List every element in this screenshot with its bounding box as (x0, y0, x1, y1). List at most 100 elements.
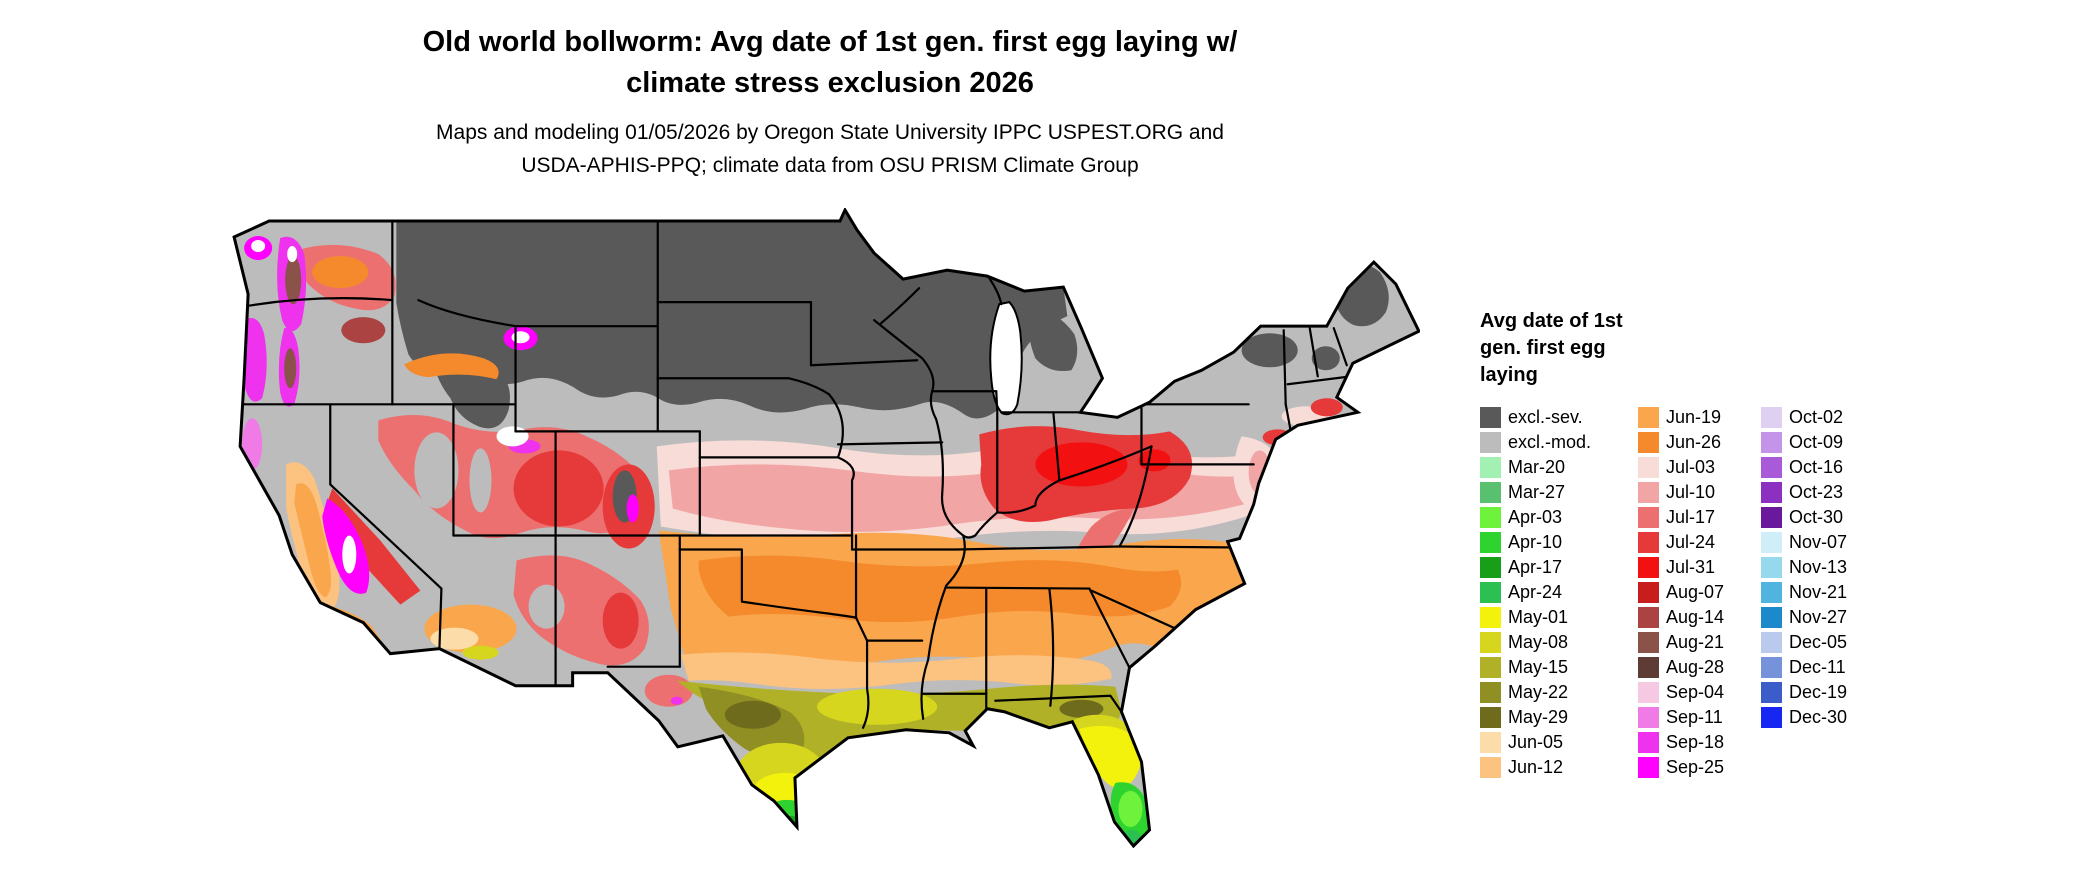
legend-color-swatch (1480, 557, 1501, 578)
legend-entry-nov21: Nov-21 (1761, 580, 1847, 605)
legend-color-swatch (1480, 607, 1501, 628)
regions-south-june (644, 530, 1245, 707)
legend-color-swatch (1761, 607, 1782, 628)
legend-entry-dec05: Dec-05 (1761, 630, 1847, 655)
legend-entry-label: Mar-27 (1508, 482, 1566, 502)
legend-entry-label: Oct-16 (1789, 457, 1844, 477)
legend-entry-oct23: Oct-23 (1761, 480, 1847, 505)
legend-entry-may08: May-08 (1480, 630, 1638, 655)
legend-entry-label: Aug-21 (1666, 632, 1725, 652)
legend-entry-label: Apr-24 (1508, 582, 1563, 602)
legend-entry-label: Dec-30 (1789, 707, 1848, 727)
legend-entry-label: Sep-04 (1666, 682, 1725, 702)
legend-entry-label: Oct-23 (1789, 482, 1844, 502)
legend-color-swatch (1638, 532, 1659, 553)
legend-entry-sep18: Sep-18 (1638, 730, 1761, 755)
legend-color-swatch (1761, 432, 1782, 453)
legend-entry-label: Dec-19 (1789, 682, 1848, 702)
state-borders (242, 219, 1353, 729)
legend-color-swatch (1638, 657, 1659, 678)
legend-entry-sep25: Sep-25 (1638, 755, 1761, 780)
legend-entry-oct16: Oct-16 (1761, 455, 1847, 480)
legend-entry-label: May-22 (1508, 682, 1569, 702)
legend-color-swatch (1480, 407, 1501, 428)
legend-color-swatch (1761, 557, 1782, 578)
legend-entry-label: Jun-12 (1508, 757, 1564, 777)
legend-entry-jun05: Jun-05 (1480, 730, 1638, 755)
regions-south-may (676, 680, 1142, 817)
legend-entry-label: May-15 (1508, 657, 1569, 677)
legend-entry-apr03: Apr-03 (1480, 505, 1638, 530)
page-subtitle-line-2: USDA-APHIS-PPQ; climate data from OSU PR… (521, 153, 1139, 177)
legend-entry-label: Jun-05 (1508, 732, 1564, 752)
legend-color-swatch (1480, 482, 1501, 503)
legend-color-swatch (1480, 507, 1501, 528)
legend-entry-apr17: Apr-17 (1480, 555, 1638, 580)
legend-entry-label: Sep-11 (1666, 707, 1723, 727)
legend-entry-jun19: Jun-19 (1638, 405, 1761, 430)
legend-columns: excl.-sev. excl.-mod. Mar-20 Mar-27 Apr-03 Ap… (1480, 405, 2080, 780)
legend-entry-oct30: Oct-30 (1761, 505, 1847, 530)
legend-entry-may22: May-22 (1480, 680, 1638, 705)
legend-entry-jun12: Jun-12 (1480, 755, 1638, 780)
legend-entry-jul03: Jul-03 (1638, 455, 1761, 480)
legend-entry-label: Nov-21 (1789, 582, 1848, 602)
regions-far-south-april (763, 782, 1150, 846)
page-subtitle-line-1: Maps and modeling 01/05/2026 by Oregon S… (436, 121, 1224, 145)
legend-column-3: Oct-02 Oct-09 Oct-16 Oct-23 Oct-30 Nov-07 Nov-… (1761, 405, 1847, 730)
regions-west-mountain (242, 236, 655, 666)
legend-entry-label: Sep-18 (1666, 732, 1725, 752)
legend-color-swatch (1638, 732, 1659, 753)
legend-entry-label: Sep-25 (1666, 757, 1725, 777)
legend-entry-aug07: Aug-07 (1638, 580, 1761, 605)
legend-color-swatch (1638, 557, 1659, 578)
legend-color-swatch (1480, 432, 1501, 453)
legend-color-swatch (1761, 532, 1782, 553)
legend-entry-dec19: Dec-19 (1761, 680, 1847, 705)
legend-color-swatch (1638, 682, 1659, 703)
legend-entry-label: Jul-17 (1666, 507, 1716, 527)
legend-entry-label: Jul-03 (1666, 457, 1716, 477)
legend-color-swatch (1761, 657, 1782, 678)
legend-entry-label: Oct-09 (1789, 432, 1844, 452)
legend-entry-label: excl.-sev. (1508, 407, 1583, 427)
legend-entry-label: Aug-14 (1666, 607, 1725, 627)
legend-entry-apr24: Apr-24 (1480, 580, 1638, 605)
legend-entry-mar27: Mar-27 (1480, 480, 1638, 505)
legend-entry-nov07: Nov-07 (1761, 530, 1847, 555)
legend-color-swatch (1638, 707, 1659, 728)
legend-entry-oct02: Oct-02 (1761, 405, 1847, 430)
legend-entry-nov13: Nov-13 (1761, 555, 1847, 580)
legend-color-swatch (1638, 507, 1659, 528)
legend-color-swatch (1638, 407, 1659, 428)
legend-entry-label: Jul-10 (1666, 482, 1716, 502)
regions-midwest-july (656, 398, 1343, 577)
legend-entry-label: Jun-19 (1666, 407, 1722, 427)
legend-entry-may01: May-01 (1480, 605, 1638, 630)
legend-entry-aug21: Aug-21 (1638, 630, 1761, 655)
legend-entry-apr10: Apr-10 (1480, 530, 1638, 555)
legend-color-swatch (1761, 632, 1782, 653)
legend-color-swatch (1761, 582, 1782, 603)
legend-entry-label: Oct-02 (1789, 407, 1844, 427)
us-map (232, 208, 1420, 848)
legend-entry-label: May-01 (1508, 607, 1569, 627)
legend-color-swatch (1480, 657, 1501, 678)
legend-color-swatch (1480, 707, 1501, 728)
map-header: Old world bollworm: Avg date of 1st gen.… (0, 22, 1660, 182)
legend-entry-excl_mod: excl.-mod. (1480, 430, 1638, 455)
legend-entry-may15: May-15 (1480, 655, 1638, 680)
legend-color-swatch (1480, 732, 1501, 753)
legend-color-swatch (1761, 507, 1782, 528)
page-title-line-2: climate stress exclusion 2026 (626, 66, 1034, 99)
legend-color-swatch (1761, 682, 1782, 703)
legend-entry-label: excl.-mod. (1508, 432, 1592, 452)
legend-entry-label: Jun-26 (1666, 432, 1722, 452)
legend-color-swatch (1480, 582, 1501, 603)
legend-color-swatch (1638, 457, 1659, 478)
page-title-line-1: Old world bollworm: Avg date of 1st gen.… (422, 26, 1238, 58)
legend-entry-jul24: Jul-24 (1638, 530, 1761, 555)
legend-entry-label: Nov-07 (1789, 532, 1848, 552)
legend-entry-label: Nov-13 (1789, 557, 1848, 577)
legend-entry-label: Nov-27 (1789, 607, 1848, 627)
